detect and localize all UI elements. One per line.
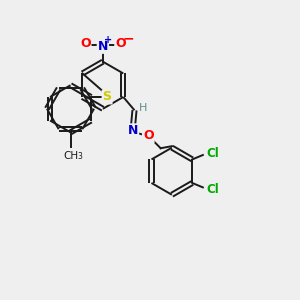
Text: CH: CH bbox=[63, 151, 78, 160]
Text: O: O bbox=[115, 37, 126, 50]
Text: Cl: Cl bbox=[206, 147, 219, 160]
Text: O: O bbox=[80, 37, 91, 50]
Text: S: S bbox=[103, 91, 112, 103]
Text: 3: 3 bbox=[77, 152, 82, 161]
Text: N: N bbox=[98, 40, 108, 53]
Text: +: + bbox=[103, 35, 112, 46]
Text: −: − bbox=[123, 32, 134, 45]
Text: Cl: Cl bbox=[206, 183, 219, 196]
Text: O: O bbox=[143, 129, 154, 142]
Text: H: H bbox=[139, 103, 147, 113]
Text: N: N bbox=[128, 124, 138, 137]
